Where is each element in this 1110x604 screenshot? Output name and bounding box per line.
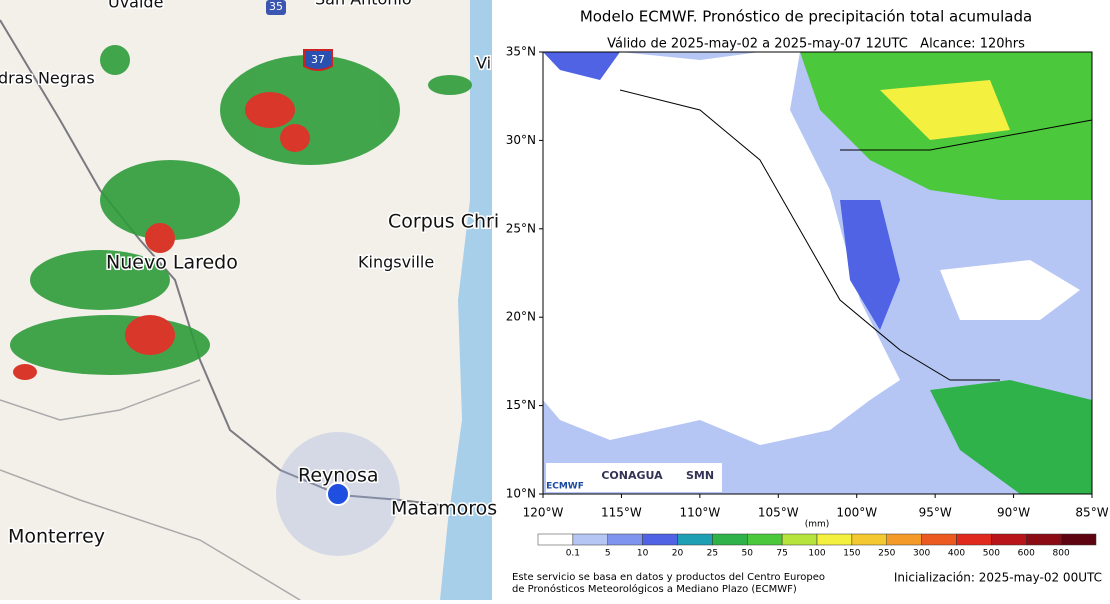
colorbar-swatch — [816, 533, 853, 546]
place-label: San Antonio — [315, 0, 412, 9]
place-label: Matamoros — [391, 498, 497, 520]
footer-text: Este servicio se basa en datos y product… — [512, 572, 825, 583]
colorbar-swatch — [747, 533, 783, 546]
lon-tick-label: 120°W — [523, 506, 564, 520]
colorbar-label: 250 — [878, 549, 895, 559]
location-dot — [326, 482, 350, 506]
colorbar-swatch — [677, 533, 713, 546]
lat-tick-label: 20°N — [506, 310, 536, 324]
colorbar-swatch — [781, 533, 818, 546]
radar-core — [13, 92, 310, 380]
highway-label: 35 — [269, 0, 283, 13]
colorbar-swatch — [1060, 533, 1097, 546]
footer-text: Inicialización: 2025-may-02 00UTC — [894, 571, 1102, 585]
colorbar-swatch — [991, 533, 1027, 546]
colorbar-label: 600 — [1018, 549, 1035, 559]
lon-tick-label: 95°W — [919, 506, 952, 520]
place-label: Uvalde — [108, 0, 163, 12]
border — [0, 19, 441, 506]
colorbar-swatch — [642, 533, 678, 546]
footer-text: de Pronósticos Meteorológicos a Mediano … — [512, 583, 797, 595]
state-line — [0, 379, 301, 601]
lat-tick-label: 25°N — [506, 221, 536, 235]
colorbar-label: 800 — [1053, 549, 1070, 559]
colorbar-label: 500 — [983, 549, 1000, 559]
place-label: Vi — [476, 54, 491, 73]
place-label: Nuevo Laredo — [106, 252, 238, 274]
gulf — [440, 0, 492, 600]
lat-tick-label: 10°N — [506, 487, 536, 501]
colorbar-swatch — [607, 533, 643, 546]
colorbar-label: 25 — [707, 549, 718, 559]
colorbar-swatch — [712, 533, 748, 546]
highway-label: 37 — [311, 53, 325, 66]
lat-tick-label: 15°N — [506, 398, 536, 412]
colorbar-label: 400 — [948, 549, 965, 559]
wet-area — [880, 80, 1010, 140]
place-label: Corpus Chri — [388, 211, 499, 233]
lon-tick-label: 90°W — [997, 506, 1030, 520]
colorbar-label: 75 — [776, 549, 787, 559]
logo-box — [546, 463, 722, 492]
dry-area — [940, 260, 1080, 320]
colorbar-swatch — [537, 533, 574, 546]
colorbar-swatch — [1026, 533, 1062, 546]
place-label: Reynosa — [298, 465, 379, 487]
colorbar-label: 300 — [913, 549, 930, 559]
colorbar-label: 100 — [808, 549, 825, 559]
colorbar-swatch — [921, 533, 957, 546]
lon-tick-label: 100°W — [836, 506, 877, 520]
colorbar-label: 150 — [843, 549, 860, 559]
colorbar-label: 20 — [672, 549, 684, 559]
place-label: Kingsville — [358, 253, 434, 272]
wet-area — [930, 380, 1092, 494]
logo: SMN — [686, 469, 714, 482]
lon-tick-label: 115°W — [601, 506, 642, 520]
radar-map: 35 37 Uvalde San Antonio dras Negras Vi … — [0, 0, 501, 601]
logo: CONAGUA — [601, 469, 663, 482]
dry-area — [543, 52, 900, 445]
map-subtitle: Válido de 2025-may-02 a 2025-may-07 12UT… — [607, 37, 1025, 52]
coastline — [619, 89, 1093, 381]
colorbar-label: 10 — [637, 549, 649, 559]
colorbar-label: 0.1 — [566, 549, 580, 559]
lat-tick-label: 30°N — [506, 133, 536, 147]
highway-shield — [266, 0, 286, 15]
plot-frame — [542, 51, 1093, 495]
highway-shield — [303, 49, 333, 71]
place-label: Monterrey — [8, 526, 105, 548]
colorbar-label: 5 — [605, 549, 611, 559]
lon-tick-label: 85°W — [1075, 506, 1108, 520]
wet-area — [543, 52, 900, 330]
lat-tick-label: 35°N — [506, 45, 536, 59]
colorbar-swatch — [851, 533, 887, 546]
colorbar-swatch — [886, 533, 922, 546]
lon-tick-label: 105°W — [758, 506, 799, 520]
place-label: dras Negras — [0, 69, 95, 88]
forecast-map: Modelo ECMWF. Pronóstico de precipitació… — [512, 8, 1102, 596]
colorbar-swatch — [572, 533, 608, 546]
lon-tick-label: 110°W — [679, 506, 720, 520]
colorbar-label: 50 — [742, 549, 754, 559]
map-title: Modelo ECMWF. Pronóstico de precipitació… — [580, 8, 1032, 26]
colorbar-unit: (mm) — [805, 520, 830, 530]
logo: ECMWF — [546, 482, 584, 492]
colorbar-swatch — [956, 533, 992, 546]
